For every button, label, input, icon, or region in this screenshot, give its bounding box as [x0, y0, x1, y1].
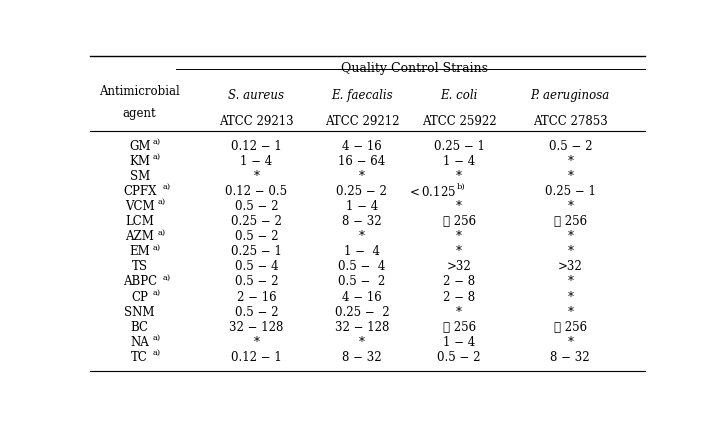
Text: *: *	[456, 245, 462, 258]
Text: 1 − 4: 1 − 4	[240, 155, 272, 168]
Text: *: *	[359, 230, 365, 244]
Text: >32: >32	[447, 261, 472, 273]
Text: TS: TS	[132, 261, 148, 273]
Text: *: *	[253, 336, 260, 348]
Text: *: *	[567, 275, 574, 289]
Text: *: *	[567, 170, 574, 183]
Text: 4 − 16: 4 − 16	[342, 291, 381, 303]
Text: 0.25 − 2: 0.25 − 2	[336, 185, 387, 198]
Text: 0.25 − 1: 0.25 − 1	[231, 245, 282, 258]
Text: ATCC 29213: ATCC 29213	[219, 115, 294, 128]
Text: CPFX: CPFX	[123, 185, 156, 198]
Text: 1 −  4: 1 − 4	[344, 245, 380, 258]
Text: 0.12 − 1: 0.12 − 1	[231, 351, 282, 364]
Text: 2 − 8: 2 − 8	[443, 275, 475, 289]
Text: 1 − 4: 1 − 4	[443, 336, 475, 348]
Text: 4 − 16: 4 − 16	[342, 140, 381, 153]
Text: *: *	[567, 155, 574, 168]
Text: SNM: SNM	[124, 306, 155, 319]
Text: agent: agent	[123, 107, 156, 119]
Text: KM: KM	[129, 155, 150, 168]
Text: GM: GM	[129, 140, 151, 153]
Text: a): a)	[158, 198, 166, 206]
Text: *: *	[456, 200, 462, 213]
Text: E. faecalis: E. faecalis	[331, 89, 393, 102]
Text: b): b)	[457, 183, 465, 191]
Text: EM: EM	[129, 245, 150, 258]
Text: 2 − 16: 2 − 16	[237, 291, 276, 303]
Text: 32 − 128: 32 − 128	[229, 320, 283, 334]
Text: *: *	[567, 306, 574, 319]
Text: >32: >32	[558, 261, 583, 273]
Text: 0.5 − 2: 0.5 − 2	[234, 230, 278, 244]
Text: 8 − 32: 8 − 32	[342, 215, 381, 228]
Text: SM: SM	[130, 170, 150, 183]
Text: ATCC 29212: ATCC 29212	[325, 115, 399, 128]
Text: *: *	[456, 170, 462, 183]
Text: ≧ 256: ≧ 256	[554, 215, 587, 228]
Text: *: *	[567, 200, 574, 213]
Text: 32 − 128: 32 − 128	[335, 320, 389, 334]
Text: 0.12 − 0.5: 0.12 − 0.5	[225, 185, 288, 198]
Text: 2 − 8: 2 − 8	[443, 291, 475, 303]
Text: BC: BC	[130, 320, 148, 334]
Text: 0.25 −  2: 0.25 − 2	[335, 306, 389, 319]
Text: Antimicrobial: Antimicrobial	[99, 85, 180, 98]
Text: 0.5 − 4: 0.5 − 4	[234, 261, 278, 273]
Text: *: *	[567, 230, 574, 244]
Text: ATCC 27853: ATCC 27853	[533, 115, 608, 128]
Text: 0.5 − 2: 0.5 − 2	[437, 351, 481, 364]
Text: 0.25 − 1: 0.25 − 1	[545, 185, 596, 198]
Text: a): a)	[153, 138, 161, 146]
Text: *: *	[253, 170, 260, 183]
Text: P. aeruginosa: P. aeruginosa	[531, 89, 610, 102]
Text: 0.5 −  2: 0.5 − 2	[338, 275, 386, 289]
Text: 1 − 4: 1 − 4	[443, 155, 475, 168]
Text: ≧ 256: ≧ 256	[554, 320, 587, 334]
Text: 0.5 −  4: 0.5 − 4	[338, 261, 386, 273]
Text: 0.25 − 2: 0.25 − 2	[231, 215, 282, 228]
Text: 8 − 32: 8 − 32	[551, 351, 590, 364]
Text: ≧ 256: ≧ 256	[442, 320, 475, 334]
Text: ABPC: ABPC	[123, 275, 157, 289]
Text: 0.5 − 2: 0.5 − 2	[549, 140, 592, 153]
Text: *: *	[567, 291, 574, 303]
Text: 16 − 64: 16 − 64	[338, 155, 386, 168]
Text: CP: CP	[131, 291, 148, 303]
Text: S. aureus: S. aureus	[228, 89, 285, 102]
Text: 0.5 − 2: 0.5 − 2	[234, 200, 278, 213]
Text: ≧ 256: ≧ 256	[442, 215, 475, 228]
Text: NA: NA	[130, 336, 149, 348]
Text: ATCC 25922: ATCC 25922	[422, 115, 496, 128]
Text: AZM: AZM	[125, 230, 154, 244]
Text: $<$0.125: $<$0.125	[407, 185, 457, 199]
Text: VCM: VCM	[125, 200, 154, 213]
Text: a): a)	[153, 153, 161, 161]
Text: a): a)	[153, 244, 161, 252]
Text: *: *	[567, 336, 574, 348]
Text: *: *	[359, 336, 365, 348]
Text: TC: TC	[131, 351, 148, 364]
Text: *: *	[456, 230, 462, 244]
Text: LCM: LCM	[125, 215, 154, 228]
Text: E. coli: E. coli	[440, 89, 478, 102]
Text: 0.5 − 2: 0.5 − 2	[234, 275, 278, 289]
Text: 8 − 32: 8 − 32	[342, 351, 381, 364]
Text: a): a)	[153, 289, 161, 297]
Text: *: *	[456, 306, 462, 319]
Text: Quality Control Strains: Quality Control Strains	[341, 62, 488, 76]
Text: a): a)	[163, 274, 171, 281]
Text: a): a)	[153, 349, 161, 357]
Text: a): a)	[153, 334, 161, 342]
Text: 0.5 − 2: 0.5 − 2	[234, 306, 278, 319]
Text: *: *	[567, 245, 574, 258]
Text: *: *	[359, 170, 365, 183]
Text: 0.12 − 1: 0.12 − 1	[231, 140, 282, 153]
Text: a): a)	[163, 183, 171, 191]
Text: a): a)	[158, 228, 166, 236]
Text: 0.25 − 1: 0.25 − 1	[434, 140, 485, 153]
Text: 1 − 4: 1 − 4	[346, 200, 378, 213]
